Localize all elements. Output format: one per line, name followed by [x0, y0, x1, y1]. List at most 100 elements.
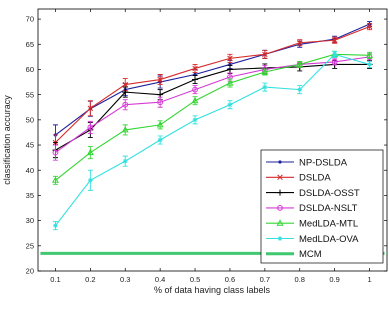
y-tick-label: 50 — [26, 115, 34, 124]
legend-item-mcm: MCM — [266, 249, 322, 260]
data-point — [331, 59, 338, 65]
legend-label: DSLDA-OSST — [299, 188, 360, 199]
data-point — [226, 66, 233, 73]
legend-marker — [277, 174, 283, 181]
error-bar — [87, 120, 93, 134]
x-tick-label: 0.5 — [190, 275, 200, 284]
x-tick-label: 0.3 — [120, 275, 130, 284]
data-point — [156, 121, 164, 128]
data-point — [157, 91, 164, 98]
data-point — [192, 65, 198, 72]
x-tick-label: 0.1 — [50, 275, 60, 284]
ticks-layer: 0.1 0.2 0.3 0.4 0.5 0.6 0.7 0.8 0.9 1 20 25 30 35 40 45… — [26, 9, 387, 284]
x-tick-label: 0.9 — [329, 275, 339, 284]
data-point — [227, 102, 233, 108]
legend-item-dslda-nslt: DSLDA-NSLT — [266, 203, 358, 214]
legend-marker — [278, 160, 282, 164]
legend-item-medlda-ova: MedLDA-OVA — [266, 234, 359, 245]
data-point — [53, 223, 58, 229]
legend-label: DSLDA-NSLT — [299, 203, 358, 214]
data-point — [122, 158, 128, 164]
legend-label: DSLDA — [299, 173, 331, 184]
y-tick-label: 40 — [26, 166, 34, 175]
data-point — [296, 40, 303, 46]
data-point — [87, 105, 94, 112]
data-point — [192, 76, 199, 83]
data-point — [157, 76, 163, 83]
data-point — [191, 96, 199, 104]
data-point — [86, 148, 94, 156]
data-point — [366, 51, 373, 58]
data-point — [296, 60, 304, 67]
series-line-dslda-osst — [55, 63, 370, 151]
series-medlda-ova — [52, 50, 373, 231]
y-tick-label: 35 — [26, 191, 34, 200]
x-tick-label: 0.2 — [85, 275, 95, 284]
x-tick-label: 0.8 — [295, 275, 305, 284]
series-medlda-mtl — [52, 50, 373, 185]
data-point — [122, 101, 129, 108]
data-point — [262, 51, 268, 58]
series-dslda — [52, 23, 373, 151]
legend-item-dslda: DSLDA — [266, 173, 331, 184]
y-tick-label: 55 — [26, 90, 34, 99]
x-axis-label: % of data having class labels — [154, 285, 271, 295]
series-line-medlda-mtl — [55, 53, 370, 181]
legend-label: NP-DSLDA — [299, 157, 348, 168]
error-bar — [52, 144, 58, 161]
legend-label: MCM — [299, 249, 322, 260]
x-tick-label: 0.6 — [225, 275, 235, 284]
data-point — [297, 87, 303, 93]
legend-box — [260, 149, 384, 264]
legend-marker — [277, 189, 283, 196]
data-point — [122, 81, 129, 88]
series-line-dslda-nslt — [55, 56, 370, 154]
error-bar — [122, 99, 128, 111]
x-tick-label: 1 — [367, 275, 371, 284]
y-tick-label: 30 — [26, 216, 34, 225]
legend-label: MedLDA-MTL — [299, 219, 358, 230]
error-bar — [87, 146, 93, 160]
data-point — [122, 89, 129, 96]
y-axis-label: classification accuracy — [2, 95, 12, 185]
y-tick-label: 45 — [26, 141, 34, 150]
y-tick-label: 70 — [26, 15, 34, 24]
data-point — [157, 99, 164, 106]
data-point — [227, 55, 233, 62]
data-point — [87, 177, 93, 183]
data-point — [331, 37, 338, 43]
data-point — [157, 137, 163, 143]
data-point — [192, 117, 198, 123]
legend-marker — [277, 236, 283, 241]
data-point — [52, 176, 59, 183]
data-point — [226, 79, 234, 86]
data-point — [367, 62, 372, 67]
legend-label: MedLDA-OVA — [299, 234, 359, 245]
legend-item-medlda-mtl: MedLDA-MTL — [266, 219, 358, 230]
data-point — [87, 124, 94, 131]
legend: NP-DSLDA DSLDA DSLDA-OSST DSLDA-NSLT MedLDA-… — [260, 149, 384, 264]
series-layer — [40, 21, 385, 255]
data-point — [262, 84, 268, 90]
legend-item-dslda-osst: DSLDA-OSST — [266, 188, 360, 199]
data-point — [332, 51, 338, 57]
y-tick-label: 20 — [26, 267, 34, 276]
x-tick-label: 0.4 — [155, 275, 165, 284]
x-tick-label: 0.7 — [260, 275, 270, 284]
legend-marker — [276, 219, 284, 226]
y-tick-label: 25 — [26, 241, 34, 250]
series-line-medlda-ova — [55, 53, 370, 226]
y-tick-label: 65 — [26, 40, 34, 49]
legend-item-np-dslda: NP-DSLDA — [266, 157, 348, 168]
data-point — [52, 149, 59, 156]
data-point — [366, 23, 373, 30]
data-point — [121, 126, 129, 133]
series-line-dslda — [55, 26, 370, 143]
y-tick-label: 60 — [26, 65, 34, 74]
error-bar — [157, 96, 163, 108]
legend-marker — [277, 205, 283, 211]
data-point — [261, 68, 269, 75]
data-point — [192, 86, 198, 93]
